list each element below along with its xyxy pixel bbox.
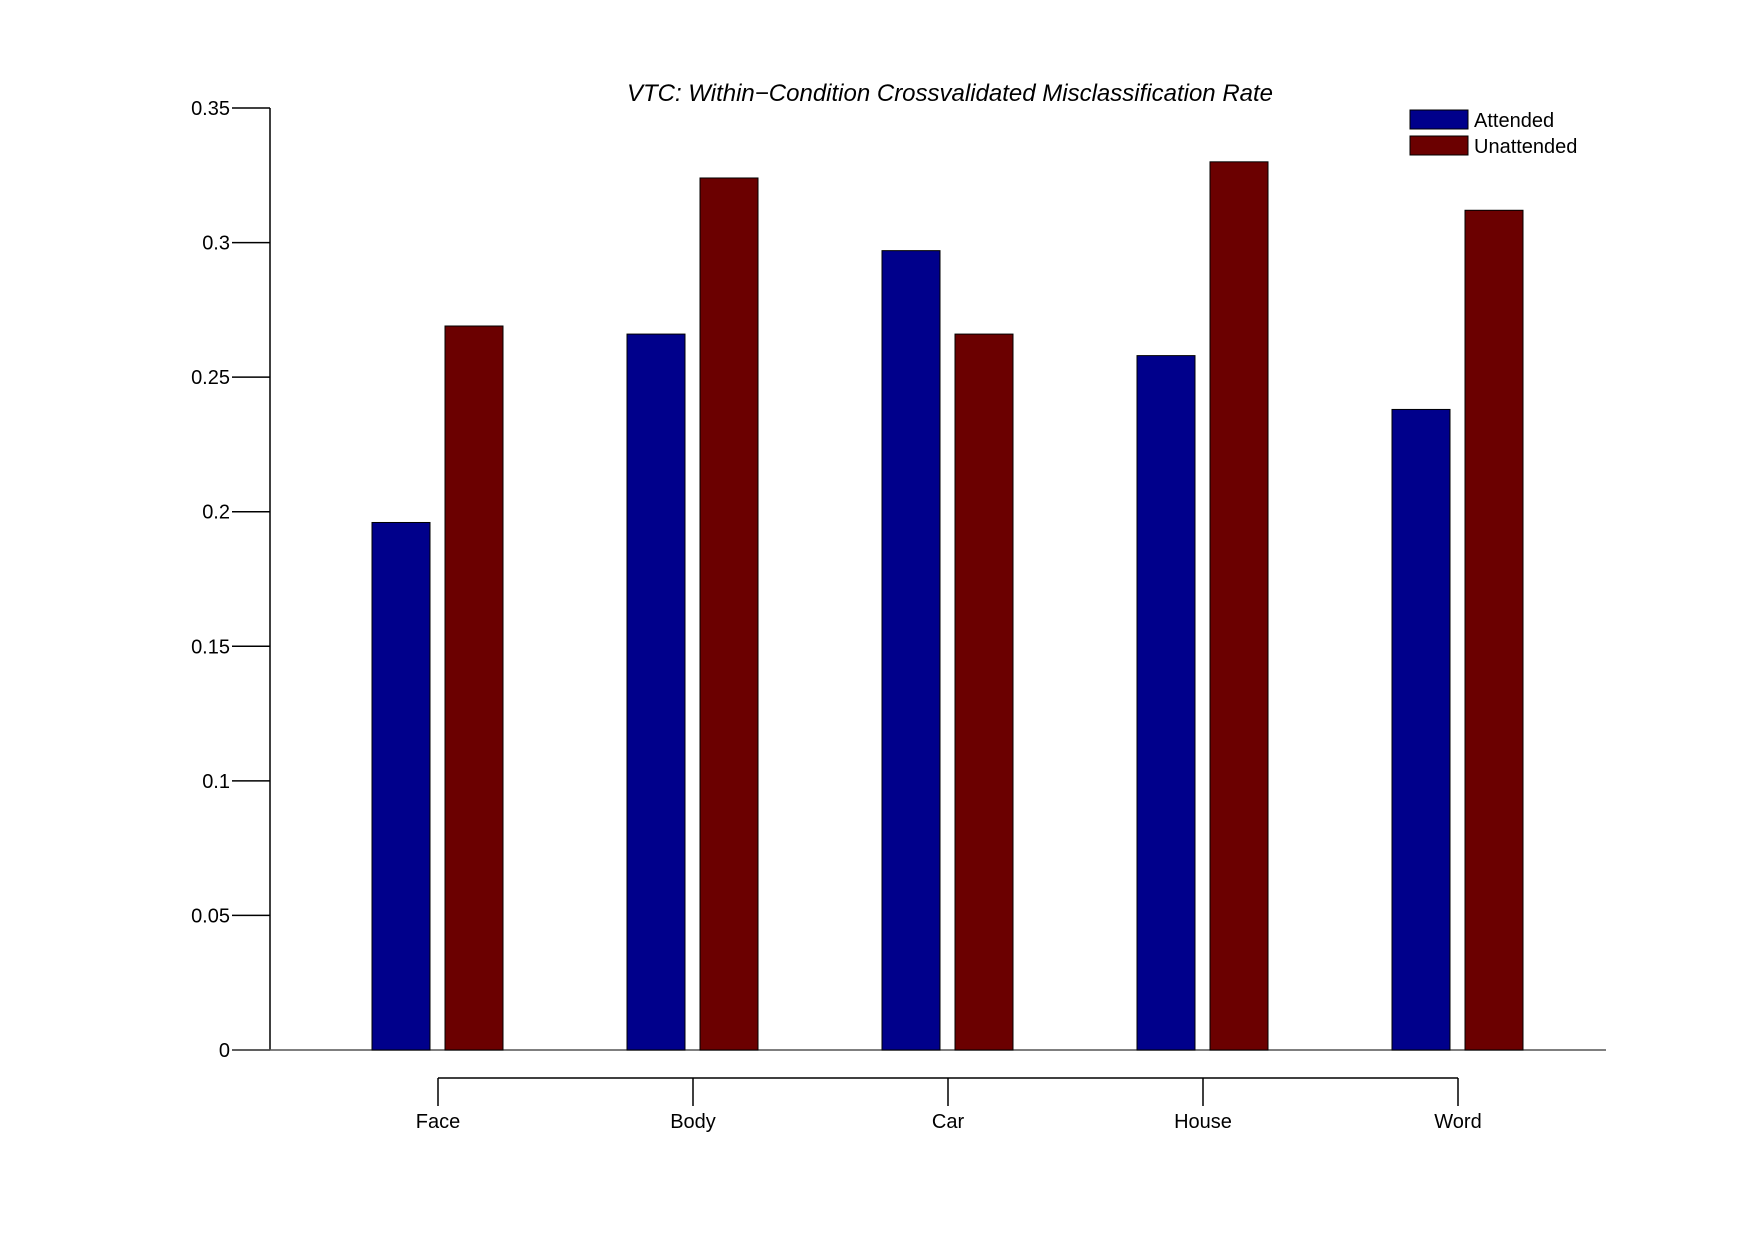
legend-label-unattended: Unattended (1474, 136, 1577, 158)
y-tick-label: 0.2 (202, 502, 230, 524)
y-tick-label: 0 (219, 1040, 230, 1062)
x-tick-label: Body (670, 1111, 716, 1133)
bar-attended-car (881, 250, 941, 1051)
x-tick-label: Car (932, 1111, 965, 1133)
y-tick-label: 0.15 (191, 636, 230, 658)
y-tick-label: 0.1 (202, 771, 230, 793)
x-tick-label: House (1174, 1111, 1232, 1133)
bar-attended-body (626, 333, 686, 1051)
bar-unattended-body (699, 177, 759, 1051)
bars (371, 161, 1524, 1051)
y-tick-label: 0.25 (191, 367, 230, 389)
y-tick-label: 0.05 (191, 905, 230, 927)
legend-label-attended: Attended (1474, 110, 1554, 132)
bar-attended-face (371, 521, 431, 1051)
x-tick-label: Word (1434, 1111, 1481, 1133)
bar-unattended-car (954, 333, 1014, 1051)
bar-attended-word (1391, 408, 1451, 1051)
legend-swatch-attended (1409, 109, 1469, 130)
chart-title: VTC: Within−Condition Crossvalidated Mis… (627, 80, 1273, 107)
bar-unattended-house (1209, 161, 1269, 1051)
legend: Attended Unattended (1409, 109, 1577, 158)
y-tick-label: 0.3 (202, 233, 230, 255)
x-tick-label: Face (416, 1111, 460, 1133)
bar-attended-house (1136, 355, 1196, 1051)
x-axis: Face Body Car House Word (416, 1077, 1482, 1133)
bar-unattended-word (1464, 209, 1524, 1051)
y-tick-label: 0.35 (191, 98, 230, 120)
legend-swatch-unattended (1409, 135, 1469, 156)
bar-unattended-face (444, 325, 504, 1051)
